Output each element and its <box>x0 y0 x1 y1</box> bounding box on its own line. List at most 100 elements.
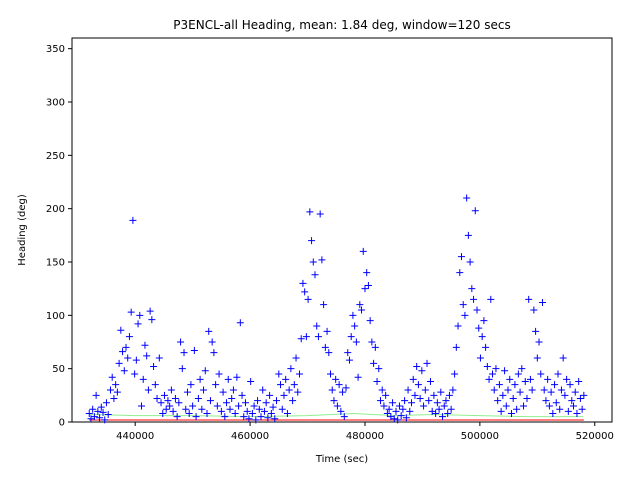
data-point <box>219 388 227 396</box>
data-point <box>200 386 208 394</box>
data-point <box>243 407 251 415</box>
data-point <box>171 395 179 403</box>
data-point <box>201 367 209 375</box>
data-point <box>507 409 515 417</box>
data-point <box>277 381 285 389</box>
data-point <box>571 388 579 396</box>
y-tick-label: 50 <box>52 364 65 375</box>
data-point <box>447 405 455 413</box>
data-point <box>430 391 438 399</box>
data-point <box>290 381 298 389</box>
data-point <box>506 375 514 383</box>
data-point <box>92 391 100 399</box>
data-point <box>542 397 550 405</box>
data-point <box>359 247 367 255</box>
data-point <box>229 386 237 394</box>
x-tick-label: 480000 <box>346 431 384 442</box>
data-point <box>314 333 322 341</box>
data-point <box>457 253 465 261</box>
data-point <box>282 375 290 383</box>
data-point <box>511 381 519 389</box>
data-point <box>102 399 110 407</box>
data-point <box>221 413 229 421</box>
data-point <box>175 399 183 407</box>
data-point <box>483 363 491 371</box>
data-point <box>385 405 393 413</box>
data-point <box>538 299 546 307</box>
data-point <box>160 391 168 399</box>
data-point <box>376 397 384 405</box>
data-point <box>540 386 548 394</box>
data-point <box>144 386 152 394</box>
data-point <box>228 395 236 403</box>
data-point <box>568 397 576 405</box>
data-point <box>554 370 562 378</box>
data-point <box>345 356 353 364</box>
data-point <box>283 409 291 417</box>
data-point <box>552 399 560 407</box>
data-point <box>344 349 352 357</box>
data-point <box>471 207 479 215</box>
data-point <box>139 375 147 383</box>
data-point <box>138 402 146 410</box>
data-point <box>316 210 324 218</box>
data-point <box>285 386 293 394</box>
data-point <box>187 381 195 389</box>
data-point <box>392 407 400 415</box>
data-point <box>356 301 364 309</box>
data-point <box>210 349 218 357</box>
data-point <box>564 407 572 415</box>
data-point <box>570 402 578 410</box>
y-axis-ticks: 0 50 100 150 200 250 300 350 <box>46 44 72 429</box>
data-point <box>566 381 574 389</box>
data-point <box>134 320 142 328</box>
data-point <box>169 407 177 415</box>
data-point <box>501 367 509 375</box>
data-point <box>304 295 312 303</box>
data-point <box>358 306 366 314</box>
data-point <box>157 399 165 407</box>
data-point <box>563 375 571 383</box>
data-point <box>189 402 197 410</box>
data-point <box>337 407 345 415</box>
data-point <box>397 412 405 420</box>
data-point <box>295 370 303 378</box>
y-tick-label: 150 <box>46 258 65 269</box>
data-point <box>349 311 357 319</box>
data-point <box>545 402 553 410</box>
data-point <box>178 365 186 373</box>
data-point <box>451 370 459 378</box>
data-point <box>94 407 102 415</box>
data-point <box>113 388 121 396</box>
data-point <box>487 295 495 303</box>
data-point <box>287 365 295 373</box>
data-point <box>122 343 130 351</box>
data-point <box>414 381 422 389</box>
data-point <box>494 397 502 405</box>
data-point <box>223 399 231 407</box>
data-point <box>166 402 174 410</box>
data-point <box>440 402 448 410</box>
y-tick-label: 100 <box>46 311 65 322</box>
data-point <box>535 338 543 346</box>
data-point <box>294 388 302 396</box>
data-point <box>141 341 149 349</box>
data-point <box>532 327 540 335</box>
data-point <box>401 397 409 405</box>
data-point <box>395 402 403 410</box>
data-point <box>269 403 277 411</box>
data-point <box>435 405 443 413</box>
data-point <box>528 386 536 394</box>
data-point <box>264 414 272 422</box>
data-point <box>117 326 125 334</box>
data-point <box>259 386 267 394</box>
data-point <box>363 269 371 277</box>
data-point <box>226 405 234 413</box>
data-point <box>106 386 114 394</box>
data-point <box>90 413 98 421</box>
data-point <box>313 322 321 330</box>
data-point <box>521 377 529 385</box>
data-point <box>132 356 140 364</box>
data-point <box>267 409 275 417</box>
data-point <box>332 375 340 383</box>
